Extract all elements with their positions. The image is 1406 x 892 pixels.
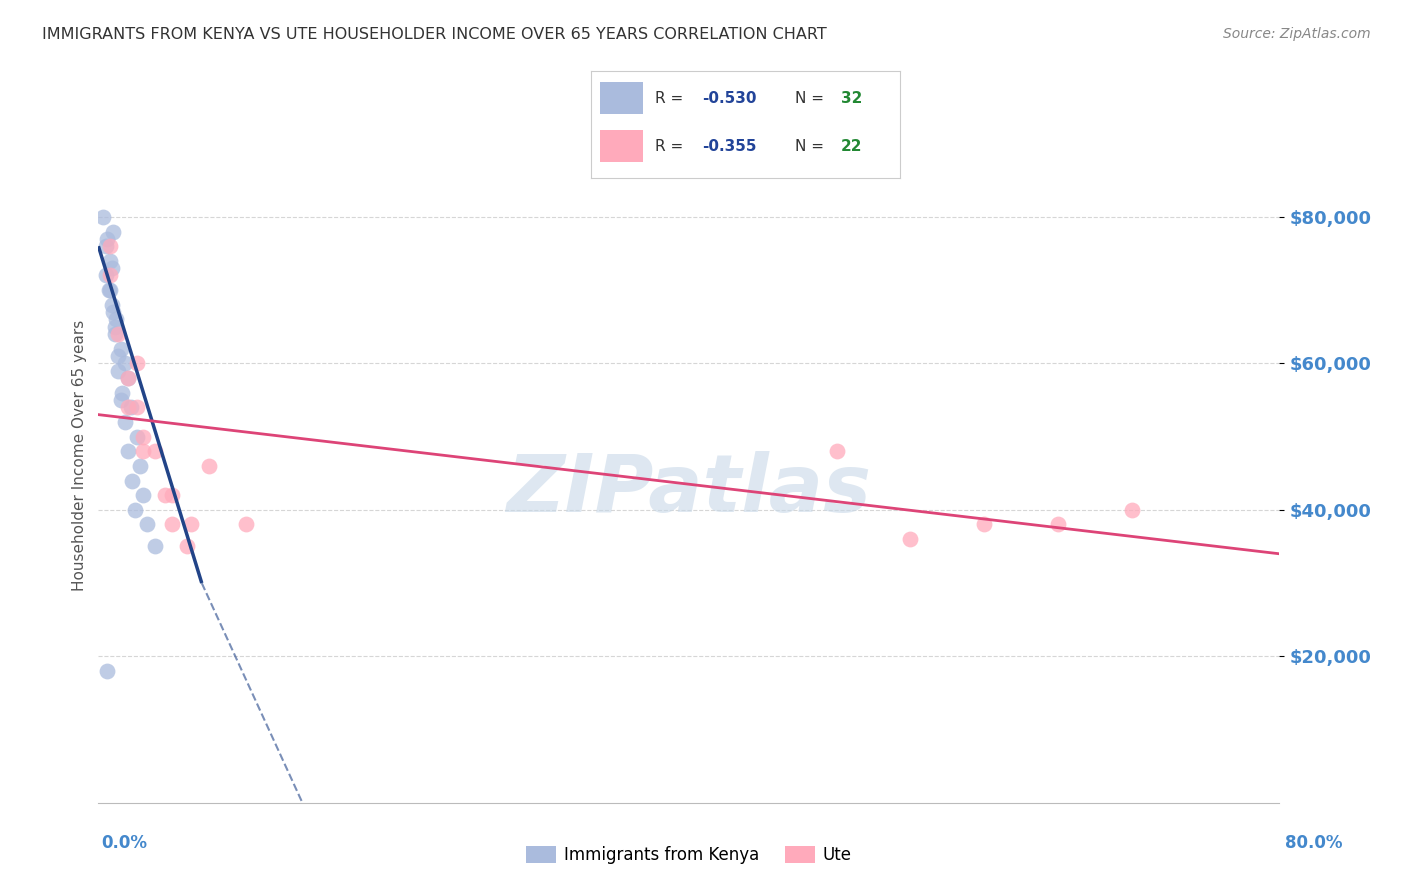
Text: -0.355: -0.355 xyxy=(702,139,756,153)
Point xyxy=(107,364,129,378)
Text: -0.530: -0.530 xyxy=(702,91,756,105)
Point xyxy=(128,458,150,473)
Text: 80.0%: 80.0% xyxy=(1285,834,1343,852)
Point xyxy=(125,401,148,415)
Point xyxy=(110,392,132,407)
Point xyxy=(117,371,139,385)
Text: N =: N = xyxy=(794,91,828,105)
Text: R =: R = xyxy=(655,91,689,105)
Point xyxy=(136,517,159,532)
Legend: Immigrants from Kenya, Ute: Immigrants from Kenya, Ute xyxy=(519,839,859,871)
Point xyxy=(91,210,114,224)
Point xyxy=(97,283,120,297)
Text: IMMIGRANTS FROM KENYA VS UTE HOUSEHOLDER INCOME OVER 65 YEARS CORRELATION CHART: IMMIGRANTS FROM KENYA VS UTE HOUSEHOLDER… xyxy=(42,27,827,42)
Point xyxy=(1121,503,1143,517)
Point xyxy=(125,429,148,443)
Point xyxy=(105,312,128,326)
Point xyxy=(96,664,118,678)
Point xyxy=(98,283,121,297)
Text: 32: 32 xyxy=(841,91,862,105)
Y-axis label: Householder Income Over 65 years: Householder Income Over 65 years xyxy=(72,319,87,591)
Point xyxy=(103,305,125,319)
Point xyxy=(132,488,155,502)
Point xyxy=(235,517,257,532)
Point xyxy=(153,488,176,502)
Point xyxy=(124,503,146,517)
Text: 0.0%: 0.0% xyxy=(101,834,148,852)
Point xyxy=(98,253,121,268)
Text: 22: 22 xyxy=(841,139,862,153)
Point xyxy=(96,232,118,246)
Point xyxy=(114,356,136,370)
Point xyxy=(98,268,121,283)
Point xyxy=(117,371,139,385)
Point xyxy=(162,517,183,532)
Point xyxy=(98,239,121,253)
Point xyxy=(143,540,166,554)
Text: R =: R = xyxy=(655,139,689,153)
Point xyxy=(107,327,129,342)
Point xyxy=(94,268,117,283)
Point xyxy=(1046,517,1070,532)
FancyBboxPatch shape xyxy=(600,82,643,114)
Text: Source: ZipAtlas.com: Source: ZipAtlas.com xyxy=(1223,27,1371,41)
Point xyxy=(900,532,922,546)
Point xyxy=(104,327,127,342)
Point xyxy=(132,429,155,443)
Point xyxy=(132,444,155,458)
Text: ZIPatlas: ZIPatlas xyxy=(506,450,872,529)
Point xyxy=(143,444,166,458)
Point xyxy=(117,444,139,458)
Point xyxy=(104,319,127,334)
Point xyxy=(180,517,202,532)
Point xyxy=(103,225,125,239)
Text: N =: N = xyxy=(794,139,828,153)
Point xyxy=(198,458,221,473)
Point xyxy=(117,401,139,415)
Point xyxy=(120,401,142,415)
Point xyxy=(94,239,117,253)
Point xyxy=(110,342,132,356)
Point xyxy=(111,385,134,400)
Point xyxy=(162,488,183,502)
Point xyxy=(107,349,129,363)
FancyBboxPatch shape xyxy=(600,130,643,162)
Point xyxy=(100,298,122,312)
Point xyxy=(973,517,995,532)
Point xyxy=(100,261,122,276)
Point xyxy=(125,356,148,370)
Point xyxy=(176,540,198,554)
Point xyxy=(121,474,143,488)
Point xyxy=(114,415,136,429)
Point xyxy=(825,444,848,458)
